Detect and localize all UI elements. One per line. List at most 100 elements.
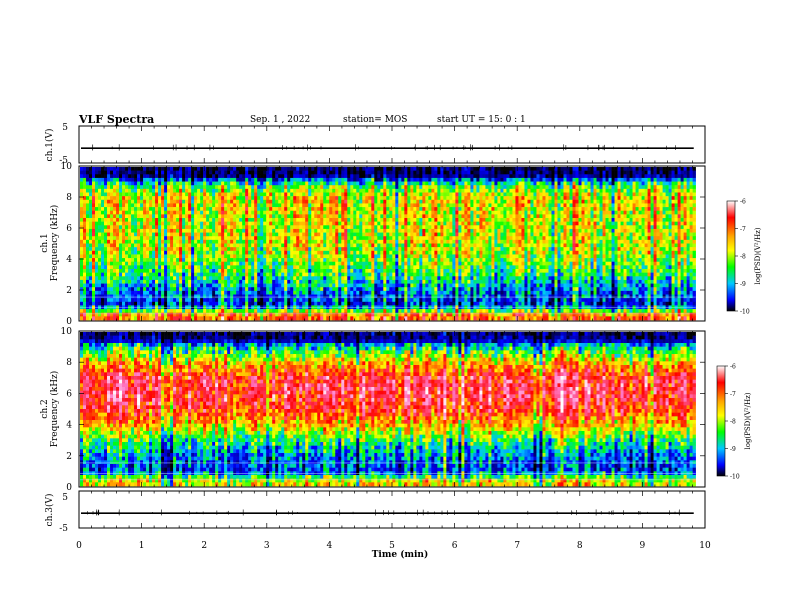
spectrogram-cell bbox=[197, 295, 200, 299]
spectrogram-cell bbox=[122, 236, 125, 240]
spectrogram-cell bbox=[158, 295, 161, 299]
spectrogram-cell bbox=[191, 174, 194, 178]
spectrogram-cell bbox=[167, 225, 170, 229]
spectrogram-cell bbox=[188, 182, 191, 186]
spectrogram-cell bbox=[107, 174, 110, 178]
spectrogram-cell bbox=[182, 167, 185, 171]
spectrogram-cell bbox=[80, 207, 83, 211]
spectrogram-cell bbox=[167, 269, 170, 273]
spectrogram-cell bbox=[203, 313, 206, 317]
spectrogram-cell bbox=[188, 305, 191, 309]
spectrogram-cell bbox=[86, 225, 89, 229]
spectrogram-cell bbox=[110, 309, 113, 313]
spectrogram-cell bbox=[116, 265, 119, 269]
spectrogram-cell bbox=[167, 280, 170, 284]
spectrogram-cell bbox=[134, 225, 137, 229]
spectrogram-cell bbox=[152, 211, 155, 215]
spectrogram-cell bbox=[101, 178, 104, 182]
spectrogram-cell bbox=[80, 302, 83, 306]
spectrogram-cell bbox=[86, 265, 89, 269]
spectrogram-cell bbox=[185, 265, 188, 269]
spectrogram-cell bbox=[182, 225, 185, 229]
spectrogram-cell bbox=[89, 229, 92, 233]
spectrogram-cell bbox=[182, 185, 185, 189]
spectrogram-cell bbox=[149, 189, 152, 193]
spectrogram-cell bbox=[137, 200, 140, 204]
spectrogram-cell bbox=[146, 225, 149, 229]
spectrogram-cell bbox=[188, 251, 191, 255]
spectrogram-cell bbox=[128, 302, 131, 306]
spectrogram-cell bbox=[203, 214, 206, 218]
spectrogram-cell bbox=[197, 244, 200, 248]
spectrogram-cell bbox=[101, 287, 104, 291]
spectrogram-cell bbox=[146, 214, 149, 218]
spectrogram-cell bbox=[215, 276, 218, 280]
spectrogram-cell bbox=[110, 174, 113, 178]
spectrogram-cell bbox=[131, 280, 134, 284]
spectrogram-cell bbox=[89, 189, 92, 193]
spectrogram-cell bbox=[158, 269, 161, 273]
spectrogram-cell bbox=[212, 291, 215, 295]
spectrogram-cell bbox=[134, 313, 137, 317]
spectrogram-cell bbox=[161, 258, 164, 262]
spectrogram-cell bbox=[203, 244, 206, 248]
spectrogram-cell bbox=[215, 273, 218, 277]
spectrogram-cell bbox=[215, 182, 218, 186]
spectrogram-cell bbox=[149, 229, 152, 233]
spectrogram-cell bbox=[179, 276, 182, 280]
spectrogram-cell bbox=[194, 193, 197, 197]
spectrogram-cell bbox=[113, 254, 116, 258]
spectrogram-cell bbox=[131, 265, 134, 269]
spectrogram-cell bbox=[131, 287, 134, 291]
spectrogram-cell bbox=[131, 295, 134, 299]
spectrogram-cell bbox=[149, 262, 152, 266]
spectrogram-cell bbox=[164, 313, 167, 317]
spectrogram-cell bbox=[140, 185, 143, 189]
spectrogram-cell bbox=[158, 305, 161, 309]
spectrogram-cell bbox=[191, 280, 194, 284]
spectrogram-cell bbox=[212, 171, 215, 175]
spectrogram-cell bbox=[104, 193, 107, 197]
spectrogram-cell bbox=[116, 280, 119, 284]
spectrogram-cell bbox=[80, 225, 83, 229]
spectrogram-cell bbox=[194, 225, 197, 229]
spectrogram-cell bbox=[131, 182, 134, 186]
spectrogram-cell bbox=[83, 171, 86, 175]
spectrogram-cell bbox=[161, 276, 164, 280]
spectrogram-cell bbox=[92, 207, 95, 211]
spectrogram-cell bbox=[206, 218, 209, 222]
spectrogram-cell bbox=[122, 269, 125, 273]
spectrogram-cell bbox=[101, 211, 104, 215]
spectrogram-cell bbox=[131, 251, 134, 255]
spectrogram-cell bbox=[182, 269, 185, 273]
spectrogram-cell bbox=[119, 218, 122, 222]
spectrogram-cell bbox=[104, 196, 107, 200]
spectrogram-cell bbox=[116, 178, 119, 182]
spectrogram-cell bbox=[188, 196, 191, 200]
spectrogram-cell bbox=[86, 218, 89, 222]
spectrogram-cell bbox=[104, 211, 107, 215]
spectrogram-cell bbox=[122, 316, 125, 320]
spectrogram-cell bbox=[191, 222, 194, 226]
spectrogram-cell bbox=[200, 313, 203, 317]
spectrogram-cell bbox=[155, 287, 158, 291]
spectrogram-cell bbox=[125, 258, 128, 262]
spectrogram-cell bbox=[203, 298, 206, 302]
spectrogram-cell bbox=[101, 295, 104, 299]
spectrogram-cell bbox=[209, 302, 212, 306]
spectrogram-cell bbox=[152, 193, 155, 197]
spectrogram-cell bbox=[101, 251, 104, 255]
spectrogram-cell bbox=[185, 178, 188, 182]
spectrogram-cell bbox=[203, 178, 206, 182]
spectrogram-cell bbox=[188, 316, 191, 320]
spectrogram-cell bbox=[92, 280, 95, 284]
spectrogram-cell bbox=[101, 200, 104, 204]
spectrogram-cell bbox=[146, 200, 149, 204]
spectrogram-cell bbox=[170, 305, 173, 309]
spectrogram-cell bbox=[164, 207, 167, 211]
spectrogram-cell bbox=[161, 313, 164, 317]
spectrogram-cell bbox=[134, 247, 137, 251]
spectrogram-cell bbox=[161, 196, 164, 200]
spectrogram-cell bbox=[134, 218, 137, 222]
spectrogram-cell bbox=[149, 251, 152, 255]
